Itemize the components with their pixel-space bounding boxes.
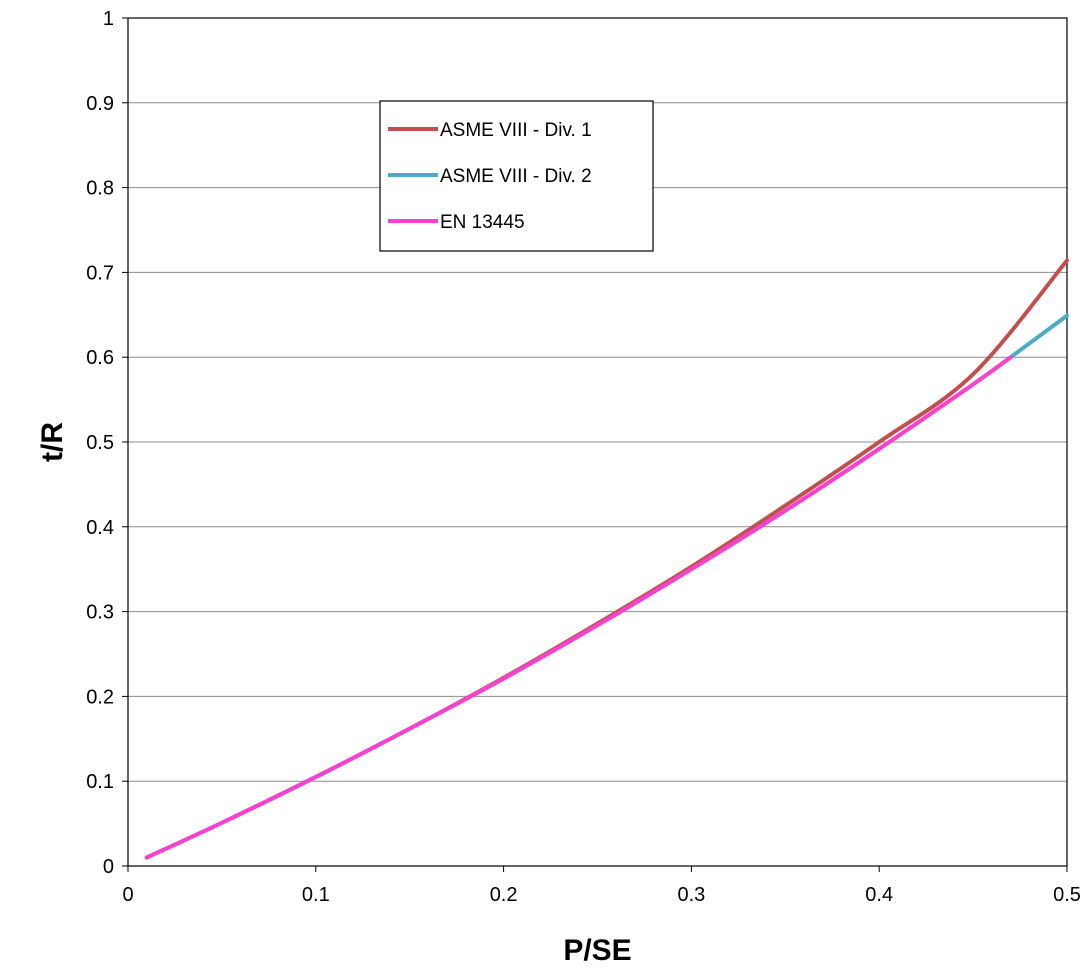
legend-label: ASME VIII - Div. 2	[440, 166, 592, 187]
x-tick-label: 0	[122, 884, 133, 906]
legend-label: EN 13445	[440, 212, 525, 233]
series-layer	[144, 258, 1069, 860]
x-tick-label: 0.3	[677, 884, 705, 906]
y-tick-label: 0.9	[86, 93, 114, 115]
y-tick-label: 0.8	[86, 178, 114, 200]
y-tick-label: 0.4	[86, 517, 114, 539]
x-tick-label: 0.5	[1053, 884, 1081, 906]
x-tick-label: 0.2	[490, 884, 518, 906]
y-tick-label: 0.1	[86, 771, 114, 793]
legend: ASME VIII - Div. 1 ASME VIII - Div. 2 EN 1…	[379, 100, 654, 252]
y-tick-label: 0	[103, 856, 114, 878]
y-tick-label: 0.2	[86, 686, 114, 708]
legend-label: ASME VIII - Div. 1	[440, 120, 592, 141]
series-line-2	[144, 355, 1013, 860]
x-tick-label: 0.1	[302, 884, 330, 906]
gridlines	[128, 102, 1067, 782]
x-axis-tick-labels: 0 0.1 0.2 0.3 0.4 0.5	[122, 866, 1081, 906]
y-tick-label: 0.3	[86, 602, 114, 624]
y-axis-tick-labels: 0 0.1 0.2 0.3 0.4 0.5 0.6 0.7 0.8 0.9 1	[86, 8, 128, 878]
y-tick-label: 0.6	[86, 347, 114, 369]
y-tick-label: 0.7	[86, 262, 114, 284]
x-tick-label: 0.4	[865, 884, 893, 906]
x-axis-title: P/SE	[563, 934, 631, 967]
y-tick-label: 0.5	[86, 432, 114, 454]
y-tick-label: 1	[103, 8, 114, 30]
y-axis-title: t/R	[36, 422, 69, 462]
